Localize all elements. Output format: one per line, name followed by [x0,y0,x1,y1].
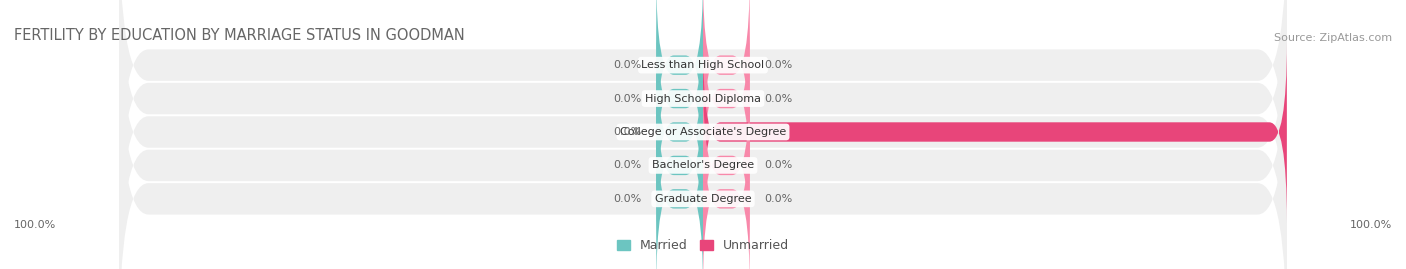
FancyBboxPatch shape [703,75,749,256]
FancyBboxPatch shape [657,0,703,156]
Text: 100.0%: 100.0% [14,220,56,229]
Text: High School Diploma: High School Diploma [645,94,761,104]
Text: FERTILITY BY EDUCATION BY MARRIAGE STATUS IN GOODMAN: FERTILITY BY EDUCATION BY MARRIAGE STATU… [14,29,465,43]
FancyBboxPatch shape [703,41,1286,222]
Text: 0.0%: 0.0% [613,60,641,70]
Text: College or Associate's Degree: College or Associate's Degree [620,127,786,137]
FancyBboxPatch shape [703,0,749,156]
FancyBboxPatch shape [120,0,1286,250]
FancyBboxPatch shape [657,8,703,189]
Text: Less than High School: Less than High School [641,60,765,70]
FancyBboxPatch shape [657,108,703,269]
Text: 0.0%: 0.0% [765,160,793,171]
Text: Graduate Degree: Graduate Degree [655,194,751,204]
Text: 100.0%: 100.0% [1350,220,1392,229]
Text: 0.0%: 0.0% [765,94,793,104]
Text: 0.0%: 0.0% [613,127,641,137]
Text: 0.0%: 0.0% [613,94,641,104]
Text: 100.0%: 100.0% [1299,127,1344,137]
FancyBboxPatch shape [703,8,749,189]
FancyBboxPatch shape [657,75,703,256]
Text: Source: ZipAtlas.com: Source: ZipAtlas.com [1274,33,1392,43]
Text: 0.0%: 0.0% [613,160,641,171]
FancyBboxPatch shape [120,14,1286,269]
Text: Bachelor's Degree: Bachelor's Degree [652,160,754,171]
FancyBboxPatch shape [703,108,749,269]
FancyBboxPatch shape [120,47,1286,269]
FancyBboxPatch shape [120,0,1286,217]
Text: 0.0%: 0.0% [765,194,793,204]
Text: 0.0%: 0.0% [765,60,793,70]
FancyBboxPatch shape [657,41,703,222]
Legend: Married, Unmarried: Married, Unmarried [617,239,789,252]
FancyBboxPatch shape [120,0,1286,269]
Text: 0.0%: 0.0% [613,194,641,204]
